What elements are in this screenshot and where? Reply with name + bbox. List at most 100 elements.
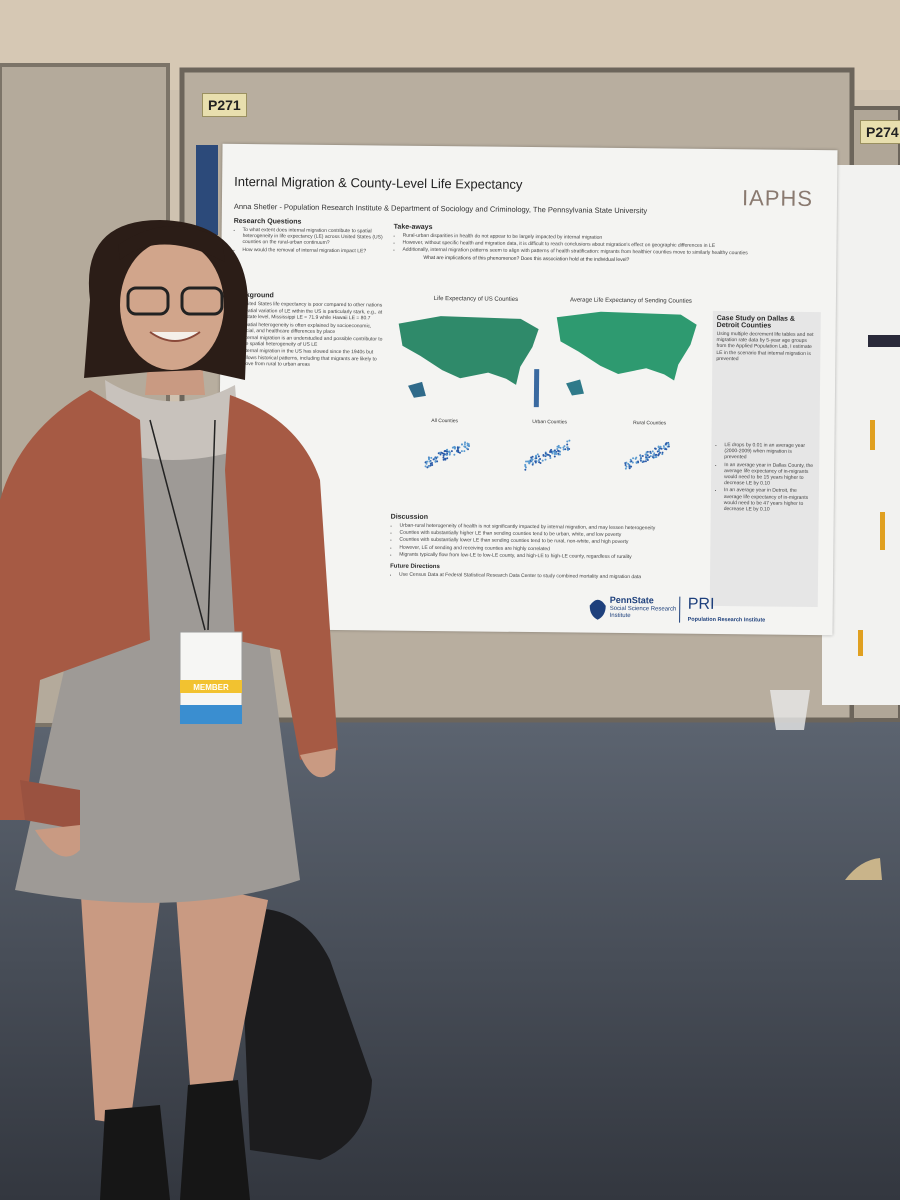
scatter-dot [426, 460, 429, 463]
scatter-dot [665, 442, 668, 445]
scatter-dot [453, 445, 456, 448]
scatter-dot [535, 455, 538, 458]
scatter-dot [559, 450, 562, 453]
scatter-dot [428, 457, 431, 460]
scatter-dot [566, 446, 569, 449]
scatter-dot [641, 461, 644, 464]
scatter-dot [550, 448, 553, 451]
scatter-dots [424, 439, 670, 471]
scatter-dot [432, 458, 435, 461]
scatter-dot [664, 443, 667, 446]
scatter-dot [429, 464, 432, 467]
scatter-dot [667, 441, 670, 444]
scatter-dot [568, 439, 571, 442]
scatter-dot [624, 467, 627, 470]
scatter-dot [550, 450, 553, 453]
scatter-dot [530, 457, 533, 460]
map-title: Life Expectancy of US Counties [433, 296, 519, 303]
scatter-dot [434, 457, 437, 460]
scatter-dot [434, 460, 437, 463]
scatter-dot [663, 447, 666, 450]
scatter-dot [557, 453, 560, 456]
scatter-dot [646, 458, 649, 461]
scatter-dot [460, 450, 463, 453]
scatter-dot [549, 450, 552, 453]
scatter-dot [544, 451, 547, 454]
scatter-dot [529, 460, 532, 463]
scatter-dot [535, 456, 538, 459]
scatter-dot [531, 458, 534, 461]
scatter-dot [635, 461, 638, 464]
scatter-dot [648, 456, 651, 459]
scatter-dot [466, 447, 469, 450]
scatter-dot [632, 457, 635, 460]
list-item: Internal migration is an understudied an… [241, 335, 382, 349]
scatter-dot [649, 452, 652, 455]
scatter-dot [531, 463, 534, 466]
scatter-dot [463, 443, 466, 446]
scatter-dot [654, 456, 657, 459]
scatter-dot [442, 454, 445, 457]
alaska [408, 381, 426, 398]
scatter-dot [542, 454, 545, 457]
scatter-dot [453, 446, 456, 449]
scatter-dot [566, 440, 569, 443]
scatter-dot [563, 445, 566, 448]
scatter-dot [630, 460, 633, 463]
scatter-dot [445, 453, 448, 456]
scatter-dot [524, 465, 527, 468]
scatter-dot [566, 443, 569, 446]
scatter-dot [456, 446, 459, 449]
scatter-dot [628, 465, 631, 468]
scatter-dot [442, 452, 445, 455]
scatter-dot [463, 445, 466, 448]
scatter-dot [556, 445, 559, 448]
scatter-dot [553, 449, 556, 452]
scatter-dot [434, 456, 437, 459]
scatter-dot [448, 451, 451, 454]
scatter-dot [530, 459, 533, 462]
scatter-dot [425, 460, 428, 463]
scatter-dot [625, 461, 628, 464]
scatter-dot [642, 460, 645, 463]
scatter-dot [546, 453, 549, 456]
scatter-dot [624, 464, 627, 467]
scatter-dot [557, 449, 560, 452]
scatter-dot [434, 460, 437, 463]
scatter-dot [457, 451, 460, 454]
scatter-dot [544, 458, 547, 461]
scatter-dot [544, 454, 547, 457]
scatter-dot [629, 458, 632, 461]
scatter-dot [467, 444, 470, 447]
scatter-dot [665, 448, 668, 451]
scatter-dot [651, 456, 654, 459]
scatter-dot [645, 453, 648, 456]
scatter-dot [624, 462, 627, 465]
scatter-dot [645, 456, 648, 459]
scatter-dot [525, 460, 528, 463]
future: Future Directions Use Census Data at Fed… [390, 564, 708, 583]
ssri: Social Science Research Institute [609, 605, 677, 620]
scatter-dot [662, 445, 665, 448]
scatter-dot [534, 457, 537, 460]
scatter-dot [544, 455, 547, 458]
scatter-dot [554, 451, 557, 454]
us-map [398, 316, 539, 385]
scatter-dot [450, 450, 453, 453]
scatter-dot [652, 456, 655, 459]
board-label: P274 [860, 120, 900, 144]
scatter-dot [667, 443, 670, 446]
scatter-dot [639, 459, 642, 462]
list: LE drops by 0.01 in an average year (200… [715, 442, 816, 513]
scatter-dot [445, 449, 448, 452]
poster-title: Internal Migration & County-Level Life E… [234, 173, 523, 192]
scatter-dot [639, 457, 642, 460]
scatter-dot [467, 443, 470, 446]
scatter-dot [645, 451, 648, 454]
case-intro: Using multiple decrement life tables and… [716, 330, 814, 363]
scatter-dot [534, 455, 537, 458]
scatter-title: Rural Counties [633, 420, 667, 427]
scatter-dot [659, 451, 662, 454]
scatter-dot [649, 450, 652, 453]
scatter-dot [555, 452, 558, 455]
